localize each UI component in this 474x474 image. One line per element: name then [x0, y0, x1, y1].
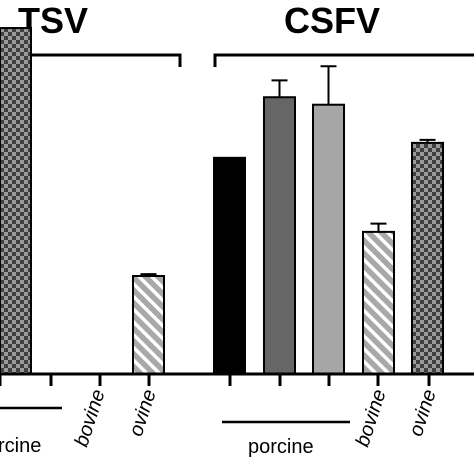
csfv-porcine-bar-3-error-bar: [320, 65, 337, 105]
tick-label-porcine-csfv: porcine: [248, 436, 314, 458]
csfv-porcine-bar-1: [213, 156, 246, 375]
group-title-csfv: CSFV: [284, 0, 380, 41]
group-bracket-tsv: [0, 53, 182, 67]
csfv-porcine-bar-2: [263, 96, 296, 376]
csfv-ovine-bar-5-error-bar: [419, 138, 436, 143]
csfv-ovine-bar-5: [411, 141, 444, 375]
tick-label-ovine-tsv: ovine: [125, 387, 161, 439]
tsv-bovine-bar-3: [132, 275, 165, 375]
tick-label-bovine-tsv: bovine: [71, 387, 110, 450]
tick-label-ovine-csfv: ovine: [405, 387, 441, 439]
csfv-porcine-bar-3: [312, 103, 345, 375]
csfv-bovine-bar-4: [362, 230, 395, 375]
csfv-porcine-bar-2-error-bar: [271, 79, 288, 98]
tsv-bovine-bar-3-error-bar: [140, 273, 157, 277]
group-bracket-csfv: [213, 53, 474, 67]
tick-label-bovine-csfv: bovine: [352, 387, 391, 450]
csfv-bovine-bar-4-error-bar: [370, 222, 387, 232]
tick-label-porcine-tsv: rcine: [0, 435, 41, 457]
tsv-ovine-bar-4: [0, 27, 32, 376]
